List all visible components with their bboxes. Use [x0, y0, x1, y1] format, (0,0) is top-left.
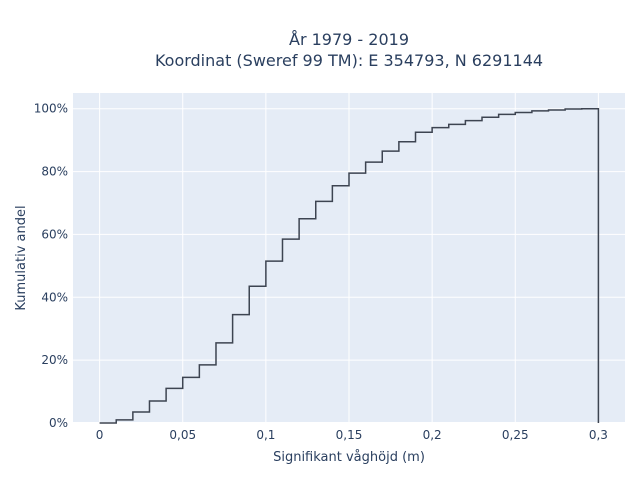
chart-title-line-1: År 1979 - 2019	[289, 30, 409, 49]
y-tick-label: 40%	[41, 290, 68, 304]
y-tick-label: 60%	[41, 227, 68, 241]
x-tick-label: 0,25	[502, 428, 529, 442]
cdf-step-line	[99, 107, 600, 424]
y-tick-label: 100%	[34, 102, 68, 116]
y-axis-title: Kumulativ andel	[14, 205, 29, 310]
x-tick-label: 0,2	[423, 428, 442, 442]
y-gridlines	[73, 108, 625, 424]
x-tick-label: 0,3	[589, 428, 608, 442]
x-tick-label: 0	[96, 428, 104, 442]
y-tick-labels: 0% 20% 40% 60% 80% 100%	[34, 102, 68, 430]
x-tick-label: 0,05	[169, 428, 196, 442]
y-tick-label: 20%	[41, 353, 68, 367]
chart-title-line-2: Koordinat (Sweref 99 TM): E 354793, N 62…	[155, 51, 543, 70]
y-tick-label: 0%	[49, 416, 68, 430]
series-layer	[99, 107, 600, 424]
x-axis-title: Signifikant våghöjd (m)	[273, 450, 425, 465]
x-tick-label: 0,15	[336, 428, 363, 442]
x-tick-label: 0,1	[256, 428, 275, 442]
x-tick-labels: 0 0,05 0,1 0,15 0,2 0,25 0,3	[96, 428, 608, 442]
y-tick-label: 80%	[41, 165, 68, 179]
